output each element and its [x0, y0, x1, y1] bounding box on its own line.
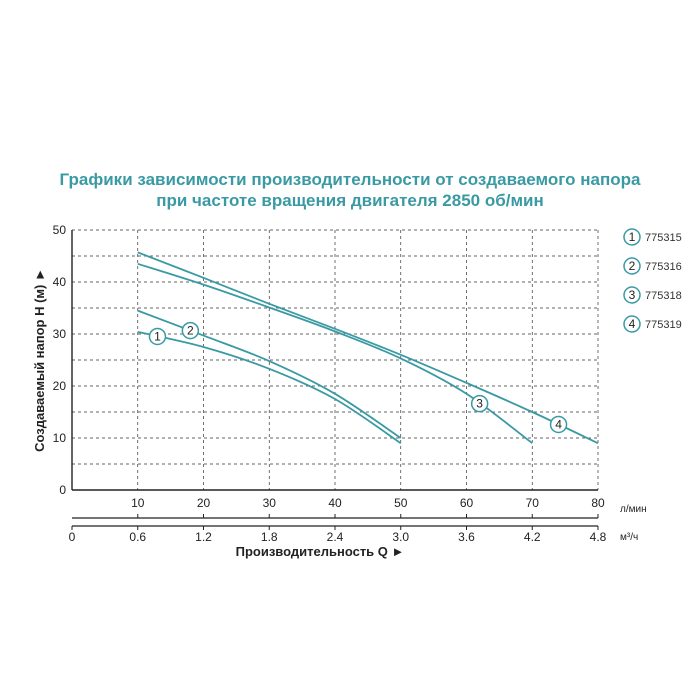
- x2-tick-label: 4.8: [590, 530, 607, 544]
- chart-title: Графики зависимости производительности о…: [59, 170, 641, 189]
- legend-marker-label: 3: [629, 288, 636, 302]
- marker-label-1: 1: [154, 329, 161, 343]
- curves: [137, 251, 599, 445]
- x-unit-m3h: м³/ч: [620, 532, 638, 543]
- x-tick-label: 40: [328, 496, 342, 510]
- grid: [72, 229, 599, 490]
- legend-marker-label: 4: [629, 317, 636, 331]
- legend-marker-2: [623, 257, 641, 275]
- curve-775316: [137, 309, 402, 439]
- legend-marker-label: 1: [629, 230, 636, 244]
- y-tick-label: 10: [53, 431, 67, 445]
- legend-item-775315: 775315: [645, 232, 682, 244]
- y-tick-label: 50: [53, 223, 67, 237]
- y-tick-label: 0: [59, 483, 66, 497]
- x2-tick-label: 3.6: [458, 530, 475, 544]
- legend-marker-3: [623, 286, 641, 304]
- x2-tick-label: 1.2: [195, 530, 212, 544]
- curve-775315: [137, 331, 402, 444]
- marker-circle-1: [148, 327, 167, 346]
- x-tick-label: 10: [131, 496, 145, 510]
- x2-tick-label: 3.0: [392, 530, 409, 544]
- curve-775318: [137, 262, 533, 444]
- x2-tick-label: 4.2: [524, 530, 541, 544]
- marker-label-3: 3: [476, 397, 483, 411]
- legend-item-775318: 775318: [645, 290, 682, 302]
- marker-circle-4: [549, 415, 568, 434]
- x2-tick-label: 1.8: [261, 530, 278, 544]
- x2-tick-label: 0: [69, 530, 76, 544]
- legend-marker-4: [623, 315, 641, 333]
- marker-circle-3: [470, 394, 489, 413]
- legend-item-775319: 775319: [645, 319, 682, 331]
- legend-marker-label: 2: [629, 259, 636, 273]
- curve-775319: [137, 251, 599, 445]
- y-tick-label: 40: [53, 275, 67, 289]
- x-tick-label: 50: [394, 496, 408, 510]
- x-unit-lpm: л/мин: [620, 504, 647, 515]
- legend-marker-1: [623, 228, 641, 246]
- legend: 1 775315 2 775316 3 775318 4 775319: [623, 228, 682, 333]
- x-tick-label: 80: [591, 496, 605, 510]
- marker-circle-2: [181, 321, 200, 340]
- chart-subtitle: при частоте вращения двигателя 2850 об/м…: [156, 191, 544, 210]
- marker-label-2: 2: [187, 324, 194, 338]
- legend-item-775316: 775316: [645, 261, 682, 273]
- curve-markers: 1 2 3 4: [148, 321, 568, 434]
- x2-tick-label: 2.4: [327, 530, 344, 544]
- axes: 0 10 20 30 40 50 10 20 30 40 50 60 70 80 0 0.6 1.2 1.8 2.4…: [53, 223, 607, 544]
- x-tick-label: 30: [263, 496, 277, 510]
- x2-tick-label: 0.6: [129, 530, 146, 544]
- y-tick-label: 20: [53, 379, 67, 393]
- x-tick-label: 20: [197, 496, 211, 510]
- x-tick-label: 60: [460, 496, 474, 510]
- marker-label-4: 4: [555, 417, 562, 431]
- x-axis-label: Производительность Q ►: [236, 544, 405, 559]
- y-axis-label: Создаваемый напор H (м) ►: [32, 268, 47, 452]
- x-tick-label: 70: [526, 496, 540, 510]
- y-tick-label: 30: [53, 327, 67, 341]
